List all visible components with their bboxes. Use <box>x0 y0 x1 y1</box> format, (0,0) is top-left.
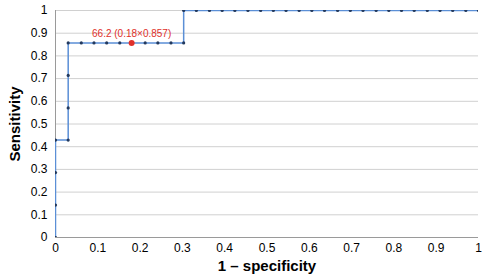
svg-text:0: 0 <box>41 230 48 244</box>
svg-text:0.3: 0.3 <box>174 241 191 255</box>
svg-text:0.4: 0.4 <box>31 140 48 154</box>
svg-text:0.7: 0.7 <box>31 71 48 85</box>
svg-text:0.2: 0.2 <box>132 241 149 255</box>
svg-text:0.1: 0.1 <box>89 241 106 255</box>
svg-text:1 – specificity: 1 – specificity <box>218 257 317 274</box>
svg-text:0.9: 0.9 <box>31 26 48 40</box>
svg-text:Sensitivity: Sensitivity <box>6 86 23 162</box>
svg-text:0.8: 0.8 <box>31 49 48 63</box>
svg-text:0.3: 0.3 <box>31 162 48 176</box>
svg-text:0.5: 0.5 <box>259 241 276 255</box>
svg-text:0.7: 0.7 <box>343 241 360 255</box>
svg-text:0.8: 0.8 <box>386 241 403 255</box>
svg-text:0.9: 0.9 <box>428 241 445 255</box>
svg-text:1: 1 <box>41 3 48 17</box>
svg-text:0.1: 0.1 <box>31 208 48 222</box>
svg-text:0.5: 0.5 <box>31 117 48 131</box>
svg-text:0.4: 0.4 <box>216 241 233 255</box>
svg-text:0: 0 <box>52 241 59 255</box>
svg-text:66.2 (0.18×0.857): 66.2 (0.18×0.857) <box>92 28 171 39</box>
svg-text:0.6: 0.6 <box>31 94 48 108</box>
svg-text:0.6: 0.6 <box>301 241 318 255</box>
svg-text:1: 1 <box>475 241 482 255</box>
svg-text:0.2: 0.2 <box>31 185 48 199</box>
